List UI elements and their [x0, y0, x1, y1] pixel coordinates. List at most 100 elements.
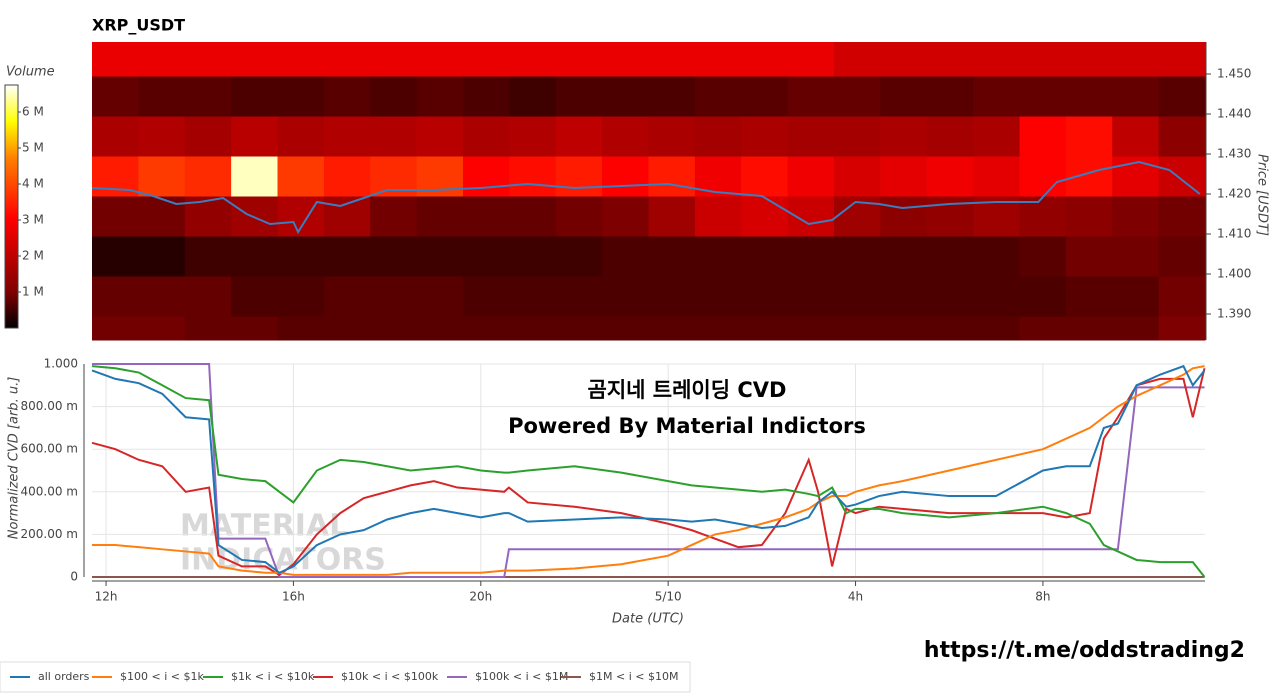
heat-cell	[323, 196, 371, 237]
heat-cell	[787, 316, 835, 341]
heat-cell	[880, 42, 928, 77]
heat-cell	[231, 236, 278, 277]
heat-cell	[602, 316, 649, 341]
heat-cell	[277, 276, 325, 317]
heat-cell	[323, 42, 371, 77]
heat-cell	[648, 156, 696, 197]
heat-cell	[973, 236, 1020, 277]
heat-cell	[694, 42, 742, 77]
heat-cell	[277, 236, 325, 277]
heat-cell	[323, 236, 371, 277]
x-tick-label: 8h	[1035, 590, 1050, 604]
heat-cell	[92, 76, 139, 117]
heat-cell	[926, 42, 974, 77]
y2-tick-label: 1.440	[1217, 107, 1251, 121]
heat-cell	[926, 116, 974, 157]
heat-cell	[184, 276, 232, 317]
heat-cell	[741, 116, 789, 157]
heat-cell	[555, 156, 603, 197]
x-tick-label: 12h	[95, 590, 118, 604]
footer-link[interactable]: https://t.me/oddstrading2	[924, 638, 1245, 663]
heat-cell	[463, 196, 510, 237]
heat-cell	[1112, 116, 1160, 157]
heat-cell	[1019, 76, 1067, 117]
heat-cell	[926, 236, 974, 277]
heat-cell	[1158, 76, 1206, 117]
heat-cell	[973, 42, 1020, 77]
x-tick-label: 16h	[282, 590, 305, 604]
cvd-line	[91, 364, 1206, 574]
heat-cell	[1019, 236, 1067, 277]
heat-cell	[741, 236, 789, 277]
heat-cell	[138, 236, 186, 277]
heat-cell	[1112, 316, 1160, 341]
heat-cell	[694, 116, 742, 157]
heat-cell	[880, 156, 928, 197]
heat-cell	[138, 76, 186, 117]
heat-cell	[1019, 156, 1067, 197]
heat-cell	[694, 316, 742, 341]
heat-cell	[787, 236, 835, 277]
heat-cell	[231, 116, 278, 157]
heat-cell	[277, 156, 325, 197]
heat-cell	[416, 196, 464, 237]
heat-cell	[416, 316, 464, 341]
heat-cell	[370, 316, 418, 341]
heat-cell	[231, 76, 278, 117]
heat-cell	[787, 156, 835, 197]
heat-cell	[694, 276, 742, 317]
heat-cell	[370, 276, 418, 317]
heat-cell	[509, 156, 557, 197]
heat-cell	[834, 236, 881, 277]
heat-cell	[92, 316, 139, 341]
legend-label: $1k < i < $10k	[231, 670, 315, 683]
heat-cell	[92, 116, 139, 157]
y2-tick-label: 1.430	[1217, 147, 1251, 161]
heat-cell	[880, 196, 928, 237]
heat-cell	[741, 196, 789, 237]
heat-cell	[416, 42, 464, 77]
heat-cell	[231, 196, 278, 237]
heat-cell	[834, 76, 881, 117]
heat-cell	[1112, 236, 1160, 277]
heat-cell	[370, 76, 418, 117]
y2-tick-label: 1.400	[1217, 267, 1251, 281]
heat-cell	[184, 236, 232, 277]
heat-cell	[416, 116, 464, 157]
heat-cell	[509, 236, 557, 277]
heat-cell	[1112, 276, 1160, 317]
heat-cell	[1019, 276, 1067, 317]
heat-cell	[1065, 76, 1113, 117]
heat-cell	[138, 42, 186, 77]
heat-cell	[602, 276, 649, 317]
heat-cell	[787, 76, 835, 117]
heat-cell	[648, 42, 696, 77]
heat-cell	[880, 316, 928, 341]
heat-cell	[926, 76, 974, 117]
heat-cell	[323, 276, 371, 317]
heat-cell	[463, 316, 510, 341]
heat-cell	[370, 236, 418, 277]
heat-cell	[602, 156, 649, 197]
y2-tick-label: 1.390	[1217, 307, 1251, 321]
colorbar-label: Volume	[6, 65, 55, 80]
heat-cell	[555, 316, 603, 341]
annotation: Powered By Material Indictors	[508, 414, 866, 438]
heat-cell	[416, 276, 464, 317]
colorbar-tick-label: 2 M	[22, 249, 44, 263]
heat-cell	[1158, 42, 1206, 77]
heat-cell	[834, 316, 881, 341]
heat-cell	[1158, 196, 1206, 237]
heat-cell	[509, 316, 557, 341]
heat-cell	[323, 316, 371, 341]
heat-cell	[648, 276, 696, 317]
heat-cell	[416, 236, 464, 277]
y2-tick-label: 1.450	[1217, 67, 1251, 81]
heat-cell	[184, 156, 232, 197]
legend-label: $100 < i < $1k	[120, 670, 204, 683]
heat-cell	[648, 236, 696, 277]
heat-cell	[973, 276, 1020, 317]
heat-cell	[1065, 276, 1113, 317]
heat-cell	[277, 316, 325, 341]
heat-cell	[1112, 76, 1160, 117]
